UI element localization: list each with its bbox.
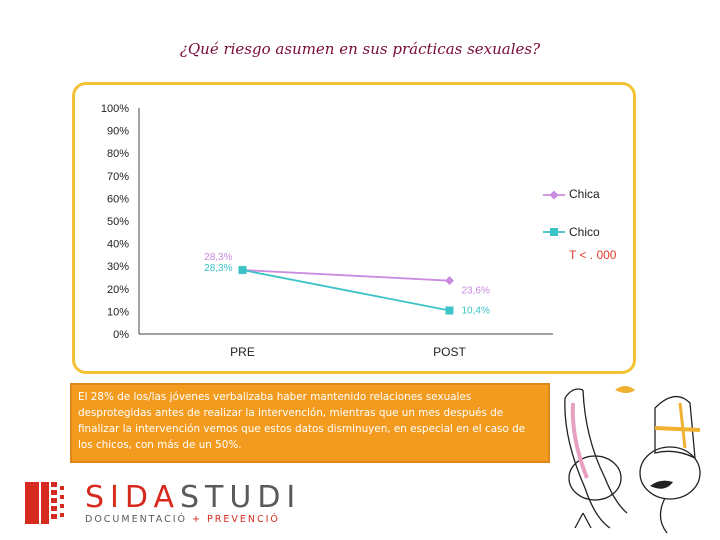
significance-label: T < . 000	[569, 248, 617, 262]
y-tick-label: 20%	[107, 284, 129, 296]
logo-sub-b: PREVENCIÓ	[207, 514, 280, 525]
data-label-chica: 28,3%	[204, 252, 232, 263]
y-tick-label: 80%	[107, 148, 129, 160]
y-tick-label: 70%	[107, 171, 129, 183]
x-tick-label: PRE	[230, 345, 255, 359]
legend-marker-chica	[549, 190, 559, 200]
condom-illustration	[564, 386, 701, 534]
summary-callout: El 28% de los/las jóvenes verbalizaba ha…	[70, 383, 550, 463]
legend-chico: Chico	[569, 225, 600, 239]
logo-subtitle: DOCUMENTACIÓ + PREVENCIÓ	[85, 514, 280, 525]
legend-chica-label: Chica	[569, 187, 600, 201]
data-label-chica: 23,6%	[462, 286, 490, 297]
legend-chica: Chica	[569, 187, 600, 201]
logo-wordmark-b: STUDI	[180, 480, 302, 515]
x-tick-label: POST	[433, 345, 466, 359]
y-tick-label: 30%	[107, 261, 129, 273]
series-line-chico	[242, 269, 450, 312]
logo-wordmark-a: SIDA	[85, 480, 180, 515]
data-point-chico	[445, 306, 454, 315]
y-tick-label: 50%	[107, 216, 129, 228]
data-label-chico: 10,4%	[462, 305, 490, 316]
line-chart: 0% 10% 20% 30% 40% 50% 60% 70% 80% 90% 100% PRE POST…	[101, 103, 565, 359]
y-tick-label: 60%	[107, 193, 129, 205]
logo-sub-a: DOCUMENTACIÓ	[85, 514, 187, 525]
legend-marker-chico	[550, 228, 558, 236]
series-line-chica	[242, 269, 450, 282]
data-label-chico: 28,3%	[204, 263, 232, 274]
data-point-chica	[445, 276, 454, 286]
y-tick-label: 0%	[113, 329, 129, 341]
y-tick-label: 40%	[107, 239, 129, 251]
slide-title: ¿Qué riesgo asumen en sus prácticas sexu…	[179, 40, 541, 58]
y-tick-label: 90%	[107, 126, 129, 138]
logo-sub-plus: +	[187, 514, 207, 525]
data-point-chico	[238, 266, 247, 275]
legend-chico-label: Chico	[569, 225, 600, 239]
y-tick-label: 100%	[101, 103, 129, 115]
sidastudi-logo-mark	[25, 482, 64, 524]
y-tick-label: 10%	[107, 306, 129, 318]
chart-frame: 0% 10% 20% 30% 40% 50% 60% 70% 80% 90% 100% PRE POST…	[72, 82, 636, 374]
logo-wordmark: SIDASTUDI	[85, 480, 301, 515]
